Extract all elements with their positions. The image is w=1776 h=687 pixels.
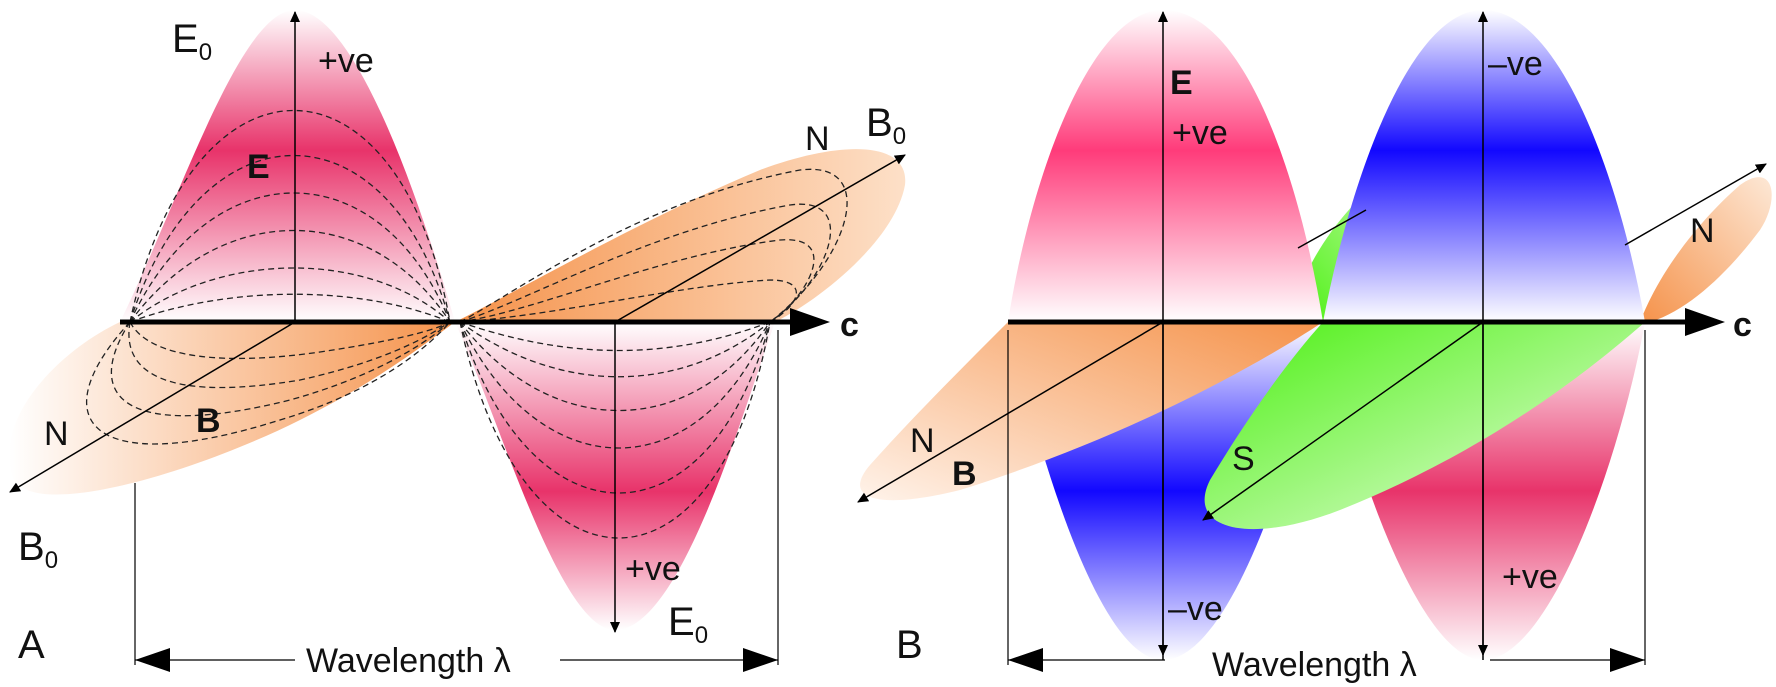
e-label-b: E bbox=[1170, 64, 1193, 102]
b0-right-label: B0 bbox=[866, 101, 906, 150]
south-pole-lobe-lower bbox=[1204, 322, 1645, 530]
e-field-label: E bbox=[247, 148, 270, 186]
magnetic-axis-b-south bbox=[1202, 321, 1484, 521]
north-pole-lobe-right bbox=[1640, 177, 1772, 322]
magnetic-axis-b-left bbox=[857, 321, 1164, 503]
n-left-label-b: N bbox=[910, 422, 935, 460]
n-left-label: N bbox=[44, 415, 69, 453]
positive-bottom-label: +ve bbox=[625, 550, 681, 588]
negative-bottom-label-b: –ve bbox=[1168, 590, 1223, 628]
b-label-b: B bbox=[952, 455, 977, 493]
magnetic-field-lines bbox=[86, 168, 848, 445]
magnetic-axis-right bbox=[614, 154, 906, 323]
wavelength-arrowhead-left bbox=[135, 648, 170, 672]
magnetic-axis-b-right bbox=[1624, 163, 1767, 246]
electric-field-lobe-positive bbox=[120, 10, 455, 322]
electric-lobe-positive-top bbox=[1008, 10, 1323, 322]
panel-b-letter: B bbox=[896, 623, 923, 667]
panel-a-letter: A bbox=[18, 623, 45, 667]
c-label-b: c bbox=[1733, 306, 1752, 344]
electric-lobe-negative-top bbox=[1323, 10, 1645, 322]
magnetic-field-lobe-right bbox=[455, 149, 906, 322]
electric-field-lines-bottom bbox=[459, 321, 771, 539]
s-label-b: S bbox=[1232, 440, 1255, 478]
wavelength-arrowhead-left-b bbox=[1008, 648, 1043, 672]
propagation-arrowhead bbox=[790, 308, 830, 336]
negative-top-label-b: –ve bbox=[1488, 45, 1543, 83]
n-right-label-b: N bbox=[1690, 212, 1715, 250]
wavelength-arrowhead-right bbox=[743, 648, 778, 672]
e0-top-label: E0 bbox=[172, 17, 212, 66]
magnetic-axis-left bbox=[9, 321, 296, 493]
wavelength-label-b: Wavelength λ bbox=[1212, 646, 1417, 684]
magnetic-axis-b-mid bbox=[1297, 209, 1367, 249]
positive-bottom-label-b: +ve bbox=[1502, 558, 1558, 596]
wavelength-label-a: Wavelength λ bbox=[306, 642, 511, 680]
wavelength-arrowhead-right-b bbox=[1610, 648, 1645, 672]
b0-left-label: B0 bbox=[18, 525, 58, 574]
b-field-label: B bbox=[196, 402, 221, 440]
positive-top-label: +ve bbox=[318, 42, 374, 80]
north-pole-lobe-left bbox=[860, 322, 1323, 501]
propagation-arrowhead-b bbox=[1685, 308, 1725, 336]
n-right-label: N bbox=[805, 120, 830, 158]
panel-b: E +ve –ve N c N B S –ve +ve B Wavelength… bbox=[857, 10, 1772, 684]
e0-bottom-label: E0 bbox=[668, 600, 708, 649]
c-label-a: c bbox=[840, 306, 859, 344]
positive-top-label-b: +ve bbox=[1172, 114, 1228, 152]
panel-a: E0 +ve E N B0 c N B B0 +ve E0 A Waveleng… bbox=[9, 10, 906, 680]
magnetic-field-lobe-left bbox=[9, 322, 456, 495]
electric-field-lines-top bbox=[129, 110, 451, 323]
